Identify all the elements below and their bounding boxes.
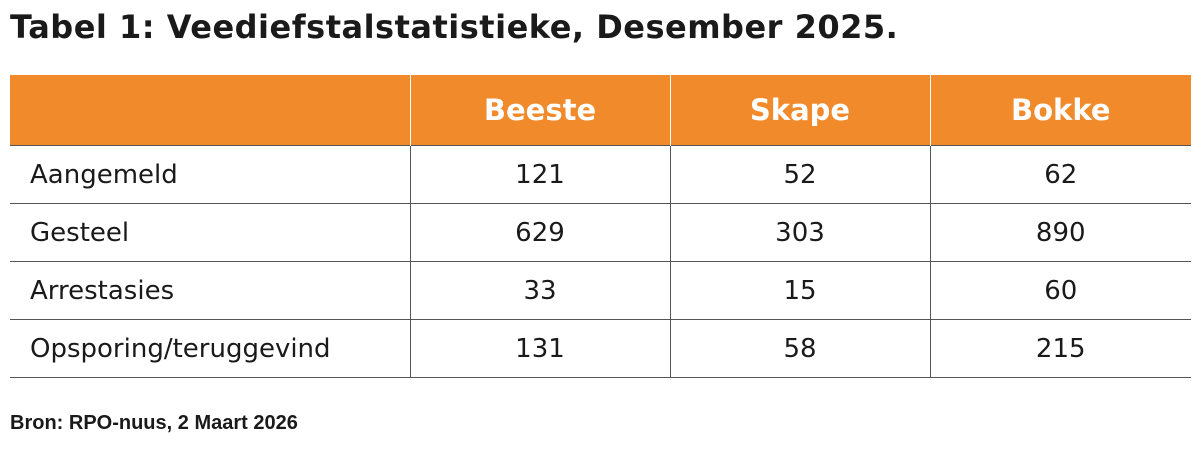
table-title: Tabel 1: Veediefstalstatistieke, Desembe… <box>10 8 899 46</box>
cell-bokke: 60 <box>929 261 1191 320</box>
row-label: Gesteel <box>10 203 410 262</box>
cell-skape: 303 <box>669 203 930 262</box>
cell-bokke: 215 <box>929 319 1191 378</box>
table-header: Beeste Skape Bokke <box>10 75 1191 146</box>
cell-beeste: 121 <box>409 145 670 204</box>
cell-skape: 52 <box>669 145 930 204</box>
row-label: Arrestasies <box>10 261 410 320</box>
table-row: Gesteel 629 303 890 <box>10 203 1191 262</box>
header-row: Beeste Skape Bokke <box>10 75 1191 146</box>
header-cell-bokke: Bokke <box>929 75 1191 146</box>
table-row: Opsporing/teruggevind 131 58 215 <box>10 319 1191 378</box>
cell-beeste: 629 <box>409 203 670 262</box>
row-label: Aangemeld <box>10 145 410 204</box>
livestock-theft-table: Beeste Skape Bokke Aangemeld 121 52 62 G… <box>10 75 1191 378</box>
header-cell-empty <box>10 75 410 146</box>
header-cell-skape: Skape <box>669 75 930 146</box>
cell-skape: 15 <box>669 261 930 320</box>
table-row: Aangemeld 121 52 62 <box>10 145 1191 204</box>
cell-beeste: 33 <box>409 261 670 320</box>
cell-skape: 58 <box>669 319 930 378</box>
source-note: Bron: RPO-nuus, 2 Maart 2026 <box>10 412 298 434</box>
cell-bokke: 890 <box>929 203 1191 262</box>
table-row: Arrestasies 33 15 60 <box>10 261 1191 320</box>
cell-bokke: 62 <box>929 145 1191 204</box>
cell-beeste: 131 <box>409 319 670 378</box>
row-label: Opsporing/teruggevind <box>10 319 410 378</box>
table-body: Aangemeld 121 52 62 Gesteel 629 303 890 … <box>10 145 1191 378</box>
header-cell-beeste: Beeste <box>409 75 670 146</box>
